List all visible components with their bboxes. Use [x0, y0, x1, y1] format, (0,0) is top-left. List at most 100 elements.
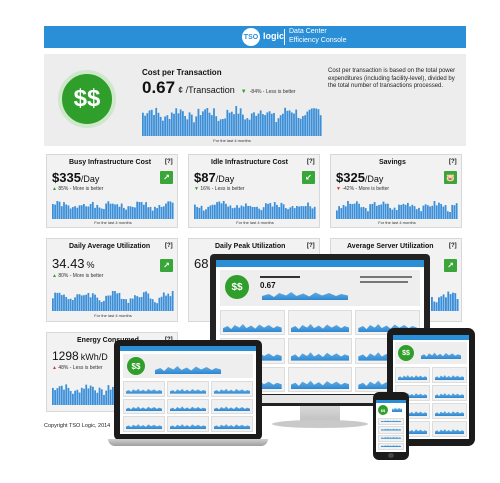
spark-bar: [107, 385, 110, 405]
help-button[interactable]: [?]: [165, 159, 173, 165]
spark-bar: [173, 113, 175, 136]
hero-value-row: 0.67 ¢ /Transaction ▼ -84% - Less is bet…: [142, 78, 296, 98]
spark-bar: [447, 291, 450, 311]
spark-bar: [309, 206, 312, 219]
panel-unit: /Day: [364, 174, 384, 184]
spark-bar: [280, 202, 283, 219]
spark-bar: [177, 113, 180, 136]
spark-bar: [246, 118, 249, 136]
spark-bar: [94, 294, 96, 311]
mini-hero-chart: [390, 407, 404, 414]
spark-bar: [134, 295, 136, 311]
spark-bar: [237, 113, 240, 136]
spark-bar: [418, 207, 420, 219]
spark-bar: [169, 201, 172, 219]
spark-bar: [393, 207, 396, 219]
monitor-stand: [300, 406, 340, 424]
help-button[interactable]: [?]: [307, 159, 315, 165]
spark-bar: [244, 119, 246, 136]
spark-bar: [451, 204, 454, 219]
spark-bar: [114, 204, 116, 219]
spark-bar: [409, 206, 411, 219]
spark-bar: [159, 116, 162, 136]
help-button[interactable]: [?]: [307, 243, 315, 249]
mini-dollar-icon: $$: [378, 405, 388, 415]
mini-tile: [211, 381, 253, 397]
mini-tile: [123, 381, 165, 397]
spark-bar: [389, 207, 392, 219]
trend-up-icon: ↗: [160, 259, 173, 272]
spark-bar: [273, 112, 275, 136]
spark-bar: [360, 207, 363, 219]
spark-bar: [298, 206, 301, 219]
spark-bar: [266, 112, 269, 136]
spark-bar: [107, 295, 110, 311]
spark-bar: [382, 201, 385, 219]
spark-bar: [369, 204, 372, 219]
down-arrow-icon: ▼: [240, 89, 247, 95]
spark-bar: [109, 389, 112, 405]
panel-value: $87: [194, 170, 216, 185]
spark-bar: [219, 119, 222, 136]
spark-bar: [313, 206, 316, 219]
spark-bar: [276, 204, 278, 219]
panel-delta: ▲ 48% - Less is better: [52, 365, 103, 371]
spark-bar: [100, 208, 103, 219]
laptop: $$: [108, 340, 268, 446]
spark-bar: [111, 203, 114, 219]
hero-footer: For the last 4 months: [213, 138, 251, 143]
panel-title: Savings: [379, 159, 406, 166]
spark-bar: [415, 209, 418, 219]
spark-bar: [67, 299, 70, 311]
spark-bar: [454, 293, 457, 311]
spark-bar: [442, 206, 445, 219]
spark-bar: [213, 108, 215, 136]
hero-delta: -84% - Less is better: [249, 89, 296, 95]
spark-bar: [435, 205, 438, 219]
spark-bar: [58, 201, 61, 219]
spark-bar: [438, 202, 440, 219]
app-header: TSO logic Data Center Efficiency Console: [44, 26, 466, 48]
spark-bar: [288, 110, 291, 136]
spark-bar: [154, 302, 156, 311]
spark-bar: [213, 204, 216, 219]
spark-bar: [340, 208, 343, 219]
spark-bar: [224, 118, 226, 136]
spark-bar: [197, 108, 200, 136]
spark-bar: [391, 209, 394, 219]
header-divider: [284, 29, 285, 45]
spark-bar: [302, 116, 304, 136]
spark-bar: [65, 204, 68, 219]
help-button[interactable]: [?]: [165, 243, 173, 249]
spark-bar: [290, 112, 293, 136]
spark-bar: [255, 115, 258, 136]
help-button[interactable]: [?]: [449, 243, 457, 249]
spark-bar: [107, 201, 110, 219]
spark-bar: [100, 389, 103, 405]
spark-bar: [358, 203, 360, 219]
spark-bar: [69, 208, 72, 219]
panel-value: $325: [336, 170, 365, 185]
spark-bar: [222, 201, 225, 219]
mini-tile: [167, 398, 209, 415]
spark-bar: [111, 291, 114, 311]
spark-bar: [202, 111, 204, 136]
spark-bar: [63, 389, 65, 405]
mini-tile: [378, 442, 404, 450]
monitor-chin: [216, 395, 424, 403]
spark-bar: [293, 208, 296, 219]
help-button[interactable]: [?]: [449, 159, 457, 165]
spark-bar: [157, 112, 160, 136]
spark-bar: [446, 211, 449, 219]
spark-bar: [420, 211, 423, 219]
panel-delta-text: -42% - More is better: [342, 186, 390, 192]
spark-bar: [282, 113, 284, 136]
mini-header: [376, 400, 406, 403]
home-button[interactable]: [388, 453, 394, 458]
spark-bar: [100, 302, 103, 311]
spark-bar: [217, 120, 220, 136]
spark-bar: [202, 210, 205, 219]
spark-bar: [89, 204, 92, 219]
spark-bar: [453, 205, 456, 219]
spark-bar: [349, 203, 352, 219]
